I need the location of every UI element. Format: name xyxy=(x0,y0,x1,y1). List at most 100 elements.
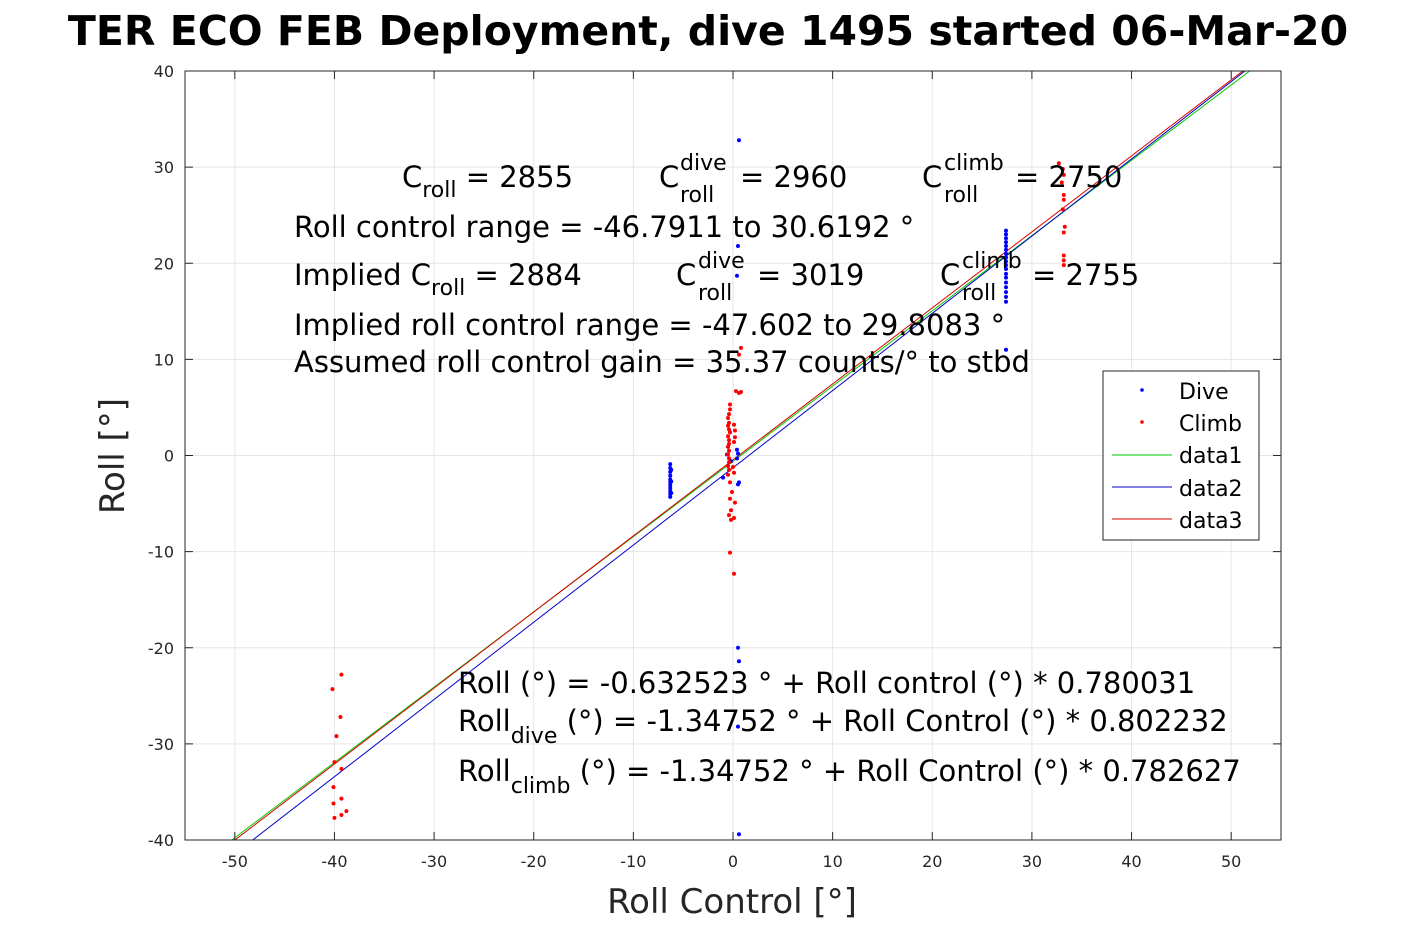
data-point-climb xyxy=(727,460,732,465)
series-lines xyxy=(231,71,1251,840)
data-point-climb xyxy=(332,760,337,765)
data-point-climb xyxy=(339,796,344,801)
data-point-dive xyxy=(735,645,740,650)
annotation-implied-c-dive-sub: roll xyxy=(698,281,732,306)
data-point-climb xyxy=(731,422,736,427)
data-point-climb xyxy=(330,687,335,692)
data-point-climb xyxy=(726,464,731,469)
data-point-dive xyxy=(735,482,740,487)
data-point-dive xyxy=(1004,263,1009,268)
y-tick-label: -30 xyxy=(148,735,174,754)
data-point-climb xyxy=(728,402,733,407)
data-point-dive xyxy=(1004,243,1009,248)
data-point-dive xyxy=(735,243,740,248)
annotation-c-roll-climb-value: = 2750 xyxy=(1015,160,1122,194)
data-point-climb xyxy=(732,500,737,505)
annotation-fit-dive: Rolldive (°) = -1.34752 ° + Roll Control… xyxy=(458,704,1228,749)
data-point-climb xyxy=(731,465,735,470)
x-tick-label: 40 xyxy=(1121,852,1141,871)
data-point-climb xyxy=(726,423,731,428)
data-point-climb xyxy=(331,801,336,806)
annotation-fit-climb: Rollclimb (°) = -1.34752 ° + Roll Contro… xyxy=(458,754,1241,799)
data-point-climb xyxy=(1059,180,1064,185)
data-point-climb xyxy=(728,480,733,485)
data-point-dive xyxy=(735,451,740,456)
annotation-implied-c-climb-sup: climb xyxy=(962,249,1022,274)
y-tick-label: 40 xyxy=(154,62,174,81)
data-point-climb xyxy=(727,456,732,461)
series-line-data3 xyxy=(234,71,1244,840)
data-point-dive xyxy=(1004,294,1009,299)
annotation-implied-c-climb-value: = 2755 xyxy=(1032,258,1139,292)
annotation-range: Roll control range = -46.7911 to 30.6192… xyxy=(294,210,914,244)
data-point-climb xyxy=(332,815,337,820)
data-point-climb xyxy=(334,734,339,739)
data-point-dive xyxy=(735,724,740,729)
x-tick-label: 20 xyxy=(922,852,942,871)
legend-data2-label: data2 xyxy=(1179,477,1243,502)
data-point-climb xyxy=(1061,172,1066,177)
x-tick-label: 50 xyxy=(1221,852,1241,871)
y-tick-label: -40 xyxy=(148,831,174,850)
x-tick-label: 0 xyxy=(728,852,738,871)
data-point-climb xyxy=(729,517,734,522)
annotation-implied-c-climb: C xyxy=(940,258,960,292)
legend: Dive Climb data1 data2 data3 xyxy=(1102,370,1260,541)
data-point-climb xyxy=(1061,258,1066,263)
data-point-climb xyxy=(728,550,733,555)
y-tick-label: 20 xyxy=(154,254,174,273)
data-point-climb xyxy=(727,467,732,472)
series-line-data2 xyxy=(252,71,1246,840)
data-point-dive xyxy=(1004,267,1009,272)
data-point-dive xyxy=(734,456,739,461)
data-point-climb xyxy=(1061,197,1066,202)
data-point-climb xyxy=(728,430,733,435)
data-point-climb xyxy=(727,513,732,518)
annotation-c-roll-climb-sup: climb xyxy=(944,151,1004,176)
data-point-climb xyxy=(727,438,732,443)
annotation-implied-c-dive-value: = 3019 xyxy=(757,258,864,292)
annotation-fit-overall: Roll (°) = -0.632523 ° + Roll control (°… xyxy=(458,666,1195,700)
y-tick-label: 10 xyxy=(154,350,174,369)
annotation-c-roll: Croll = 2855 xyxy=(402,160,573,203)
data-point-climb xyxy=(338,714,343,719)
data-point-dive xyxy=(734,447,739,452)
data-point-dive xyxy=(1004,255,1009,260)
data-point-climb xyxy=(339,813,344,818)
data-point-climb xyxy=(738,390,743,395)
data-point-climb xyxy=(731,571,736,576)
legend-climb-marker xyxy=(1140,420,1144,424)
x-tick-label: -50 xyxy=(222,852,248,871)
annotation-c-roll-climb: C xyxy=(922,160,942,194)
data-point-climb xyxy=(730,490,735,495)
data-point-climb xyxy=(731,440,736,445)
data-point-dive xyxy=(1004,285,1009,290)
legend-climb-label: Climb xyxy=(1179,412,1242,437)
y-tick-label: 30 xyxy=(154,158,174,177)
annotation-c-roll-dive-sub: roll xyxy=(680,183,714,208)
data-point-dive xyxy=(668,494,673,499)
x-axis-label: Roll Control [°] xyxy=(607,882,857,922)
y-tick-label: -20 xyxy=(148,639,174,658)
data-point-climb xyxy=(1060,167,1065,172)
data-point-climb xyxy=(726,452,731,457)
data-point-climb xyxy=(728,407,733,412)
legend-dive-label: Dive xyxy=(1179,380,1229,405)
data-point-climb xyxy=(344,809,349,814)
data-point-climb xyxy=(726,434,731,439)
data-point-climb xyxy=(726,416,731,421)
data-point-dive xyxy=(1004,251,1009,256)
data-point-climb xyxy=(1061,230,1066,235)
legend-data3-label: data3 xyxy=(1179,509,1243,534)
data-point-climb xyxy=(738,345,743,350)
data-point-climb xyxy=(732,428,737,433)
annotation-implied-c-dive: C xyxy=(676,258,696,292)
data-point-dive xyxy=(668,462,673,467)
data-point-dive xyxy=(736,659,741,664)
y-tick-label: 0 xyxy=(164,447,174,466)
annotation-gain: Assumed roll control gain = 35.37 counts… xyxy=(294,345,1030,379)
data-point-climb xyxy=(1061,193,1066,198)
data-point-dive xyxy=(1004,271,1009,276)
x-tick-label: -10 xyxy=(620,852,646,871)
